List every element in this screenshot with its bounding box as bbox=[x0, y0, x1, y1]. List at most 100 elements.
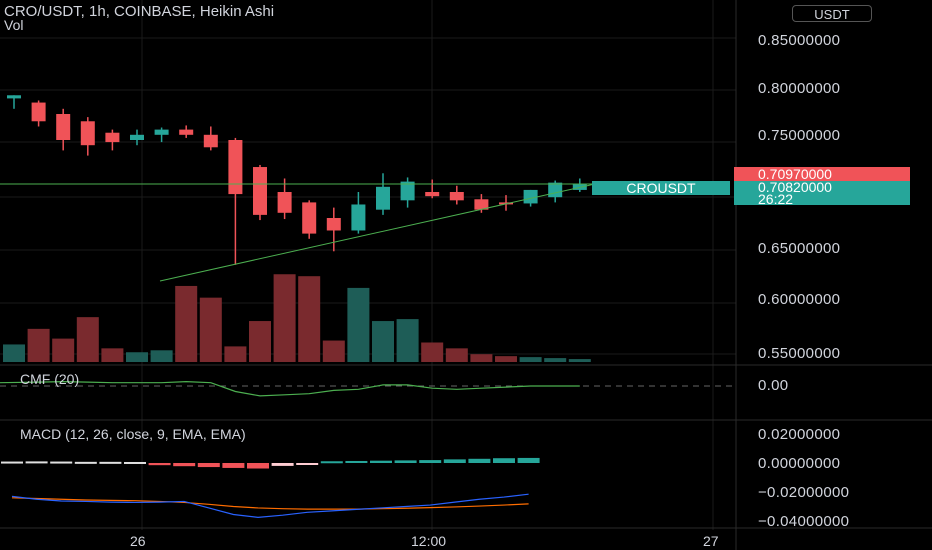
ascending-trendline bbox=[159, 183, 596, 282]
macd-histogram-bar bbox=[74, 461, 97, 464]
bar-countdown: 26:22 bbox=[758, 191, 794, 207]
macd-histogram-bar bbox=[148, 463, 171, 466]
macd-histogram-bar bbox=[345, 460, 368, 463]
macd-histogram-bar bbox=[197, 463, 220, 468]
volume-bar bbox=[27, 328, 50, 362]
macd-axis-label: 0.02000000 bbox=[758, 426, 841, 443]
volume-bar bbox=[445, 348, 468, 362]
macd-axis-label: 0.00000000 bbox=[758, 455, 841, 472]
candle-body bbox=[449, 192, 464, 201]
volume-bar bbox=[175, 285, 198, 362]
last-price-value: 0.70820000 bbox=[758, 179, 832, 195]
macd-histogram-bar bbox=[99, 461, 122, 464]
macd-histogram-bar bbox=[419, 460, 442, 463]
volume-bars bbox=[3, 274, 591, 362]
candle-body bbox=[302, 202, 317, 234]
volume-bar bbox=[519, 357, 542, 362]
candle-body bbox=[179, 129, 194, 135]
currency-button[interactable]: USDT bbox=[792, 5, 872, 22]
price-axis-label: 0.80000000 bbox=[758, 80, 841, 97]
volume-bar bbox=[249, 321, 271, 362]
volume-bar bbox=[470, 354, 493, 362]
macd-histogram-bar bbox=[1, 461, 23, 464]
volume-bar bbox=[298, 276, 321, 362]
macd-histogram-bar bbox=[222, 463, 245, 468]
macd-histogram-bar bbox=[25, 461, 48, 464]
price-axis-label: 0.60000000 bbox=[758, 291, 841, 308]
macd-histogram-bar bbox=[468, 458, 491, 463]
candle-body bbox=[351, 204, 366, 231]
volume-bar bbox=[150, 350, 173, 362]
volume-bar bbox=[224, 346, 247, 362]
price-axis-label: 0.85000000 bbox=[758, 32, 841, 49]
macd-histogram-bar bbox=[247, 463, 269, 469]
volume-bar bbox=[126, 352, 148, 362]
volume-bar bbox=[421, 342, 444, 362]
time-axis-label: 27 bbox=[703, 533, 719, 549]
chart-title: CRO/USDT, 1h, COINBASE, Heikin Ashi bbox=[4, 3, 275, 20]
cmf-axis-label: 0.00 bbox=[758, 377, 789, 394]
volume-bar bbox=[52, 338, 75, 362]
volume-bar bbox=[273, 274, 296, 362]
candle-body bbox=[7, 95, 21, 99]
candle-body bbox=[326, 218, 341, 231]
candle-body bbox=[277, 192, 292, 213]
macd-signal-line bbox=[11, 497, 529, 510]
price-axis-label: 0.55000000 bbox=[758, 345, 841, 362]
macd-axis-label: −0.04000000 bbox=[758, 513, 850, 530]
candle-body bbox=[31, 102, 46, 122]
volume-bar bbox=[544, 358, 567, 362]
macd-pane bbox=[1, 457, 540, 518]
macd-histogram-bar bbox=[173, 463, 196, 467]
candle-body bbox=[523, 189, 538, 204]
volume-bar bbox=[495, 356, 517, 362]
high-price-tag: 0.70970000 bbox=[734, 167, 910, 182]
macd-histogram-bar bbox=[320, 461, 343, 464]
volume-bar bbox=[347, 287, 370, 362]
macd-line bbox=[11, 493, 529, 518]
macd-histogram-bar bbox=[271, 463, 294, 466]
candle-body bbox=[474, 199, 489, 210]
macd-histogram-bar bbox=[493, 458, 515, 463]
volume-bar bbox=[568, 359, 591, 362]
macd-histogram-bar bbox=[124, 461, 146, 464]
candle-body bbox=[228, 140, 243, 195]
macd-histogram-bar bbox=[517, 457, 540, 463]
cmf-pane bbox=[0, 380, 736, 397]
candle-body bbox=[154, 129, 169, 135]
candle-body bbox=[56, 114, 71, 140]
price-axis-label: 0.75000000 bbox=[758, 127, 841, 144]
candle-body bbox=[105, 132, 120, 143]
candle-body bbox=[548, 182, 563, 198]
candle-body bbox=[203, 134, 218, 148]
volume-bar bbox=[372, 321, 394, 362]
cmf-label: CMF (20) bbox=[20, 371, 80, 387]
volume-label: Vol bbox=[4, 17, 24, 33]
macd-histogram-bar bbox=[370, 460, 392, 463]
candle-body bbox=[376, 186, 390, 210]
macd-histogram-bar bbox=[296, 463, 319, 465]
macd-axis-label: −0.02000000 bbox=[758, 484, 850, 501]
candle-body bbox=[80, 121, 95, 146]
volume-bar bbox=[101, 348, 124, 362]
time-axis-label: 12:00 bbox=[411, 533, 447, 549]
overlays bbox=[0, 183, 740, 282]
time-axis-label: 26 bbox=[130, 533, 146, 549]
macd-label: MACD (12, 26, close, 9, EMA, EMA) bbox=[20, 426, 246, 442]
volume-bar bbox=[3, 344, 25, 362]
candles bbox=[7, 95, 587, 265]
volume-bar bbox=[199, 297, 222, 362]
price-axis-label: 0.65000000 bbox=[758, 240, 841, 257]
candle-body bbox=[572, 183, 587, 190]
candle-body bbox=[253, 167, 267, 215]
volume-bar bbox=[396, 319, 419, 362]
volume-bar bbox=[76, 317, 99, 362]
candle-body bbox=[425, 192, 440, 197]
cmf-line bbox=[0, 380, 580, 397]
last-price-tag: 0.70820000 26:22 bbox=[734, 179, 910, 207]
macd-histogram-bar bbox=[394, 460, 417, 463]
macd-histogram-bar bbox=[50, 461, 73, 464]
macd-histogram-bar bbox=[443, 459, 466, 463]
candle-body bbox=[130, 134, 144, 140]
